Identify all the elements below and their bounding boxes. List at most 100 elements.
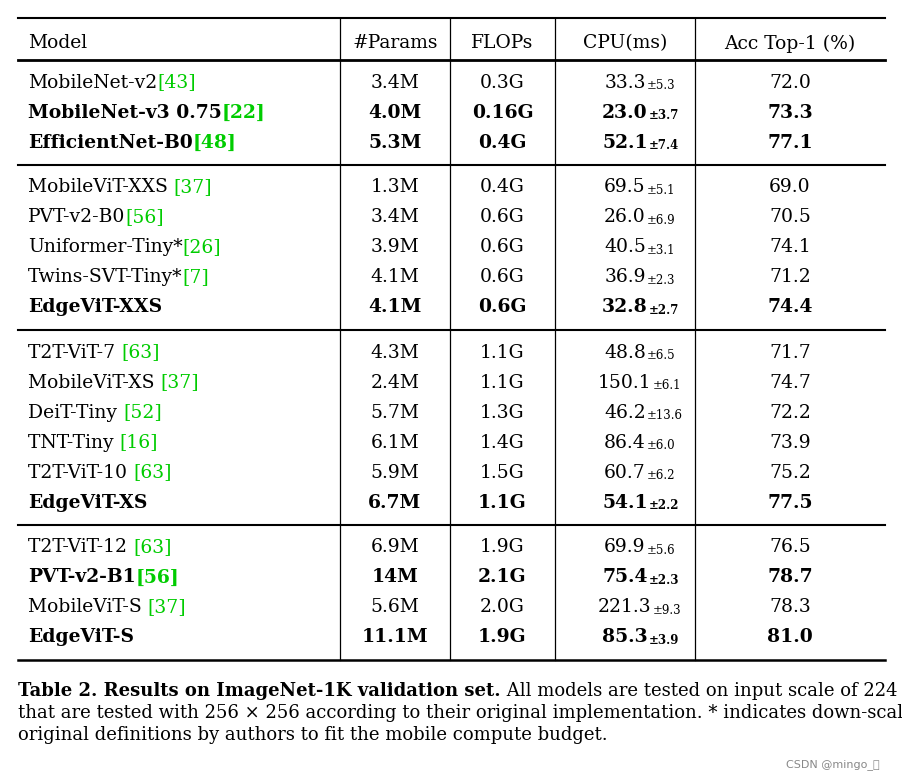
Text: 36.9: 36.9 (603, 268, 645, 286)
Text: 40.5: 40.5 (603, 239, 645, 256)
Text: ±5.1: ±5.1 (646, 184, 675, 197)
Text: EdgeViT-S: EdgeViT-S (28, 629, 133, 647)
Text: 2.4M: 2.4M (370, 374, 419, 392)
Text: 85.3: 85.3 (602, 629, 647, 647)
Text: MobileNet-v3 0.75: MobileNet-v3 0.75 (28, 103, 222, 121)
Text: 0.3G: 0.3G (480, 74, 524, 91)
Text: [56]: [56] (125, 209, 164, 227)
Text: 0.4G: 0.4G (480, 178, 524, 196)
Text: 54.1: 54.1 (602, 493, 647, 511)
Text: 1.3G: 1.3G (480, 404, 524, 421)
Text: ±2.7: ±2.7 (649, 304, 678, 317)
Text: 74.4: 74.4 (767, 299, 812, 317)
Text: 1.9G: 1.9G (480, 539, 524, 557)
Text: 72.2: 72.2 (769, 404, 810, 421)
Text: 76.5: 76.5 (769, 539, 810, 557)
Text: ±6.5: ±6.5 (646, 349, 675, 362)
Text: #Params: #Params (352, 34, 437, 52)
Text: 11.1M: 11.1M (362, 629, 428, 647)
Text: [63]: [63] (133, 539, 171, 557)
Text: [22]: [22] (222, 103, 265, 121)
Text: 71.7: 71.7 (769, 343, 810, 361)
Text: 78.3: 78.3 (769, 598, 810, 616)
Text: 0.16G: 0.16G (471, 103, 533, 121)
Text: ±7.4: ±7.4 (649, 139, 678, 152)
Text: 4.0M: 4.0M (368, 103, 421, 121)
Text: 86.4: 86.4 (603, 433, 645, 451)
Text: 69.0: 69.0 (769, 178, 810, 196)
Text: [7]: [7] (182, 268, 209, 286)
Text: MobileViT-XS: MobileViT-XS (28, 374, 161, 392)
Text: ±3.1: ±3.1 (646, 244, 675, 257)
Text: PVT-v2-B1: PVT-v2-B1 (28, 569, 135, 586)
Text: 72.0: 72.0 (769, 74, 810, 91)
Text: 69.9: 69.9 (603, 539, 645, 557)
Text: Table 2. Results on ImageNet-1K validation set.: Table 2. Results on ImageNet-1K validati… (18, 682, 500, 700)
Text: 1.1G: 1.1G (480, 374, 524, 392)
Text: EfficientNet-B0: EfficientNet-B0 (28, 134, 192, 152)
Text: ±6.0: ±6.0 (646, 439, 675, 452)
Text: 221.3: 221.3 (597, 598, 651, 616)
Text: ±6.1: ±6.1 (652, 379, 680, 392)
Text: FLOPs: FLOPs (471, 34, 533, 52)
Text: EdgeViT-XS: EdgeViT-XS (28, 493, 147, 511)
Text: 60.7: 60.7 (603, 464, 645, 482)
Text: PVT-v2-B0: PVT-v2-B0 (28, 209, 125, 227)
Text: All models are tested on input scale of 224 × 224, except for MobileViTs: All models are tested on input scale of … (500, 682, 902, 700)
Text: 81.0: 81.0 (767, 629, 812, 647)
Text: ±9.3: ±9.3 (652, 604, 681, 617)
Text: [48]: [48] (192, 134, 236, 152)
Text: 75.2: 75.2 (769, 464, 810, 482)
Text: [52]: [52] (123, 404, 161, 421)
Text: 4.3M: 4.3M (370, 343, 419, 361)
Text: ±3.9: ±3.9 (649, 634, 678, 647)
Text: 0.6G: 0.6G (478, 299, 526, 317)
Text: 5.3M: 5.3M (368, 134, 421, 152)
Text: ±6.9: ±6.9 (646, 214, 675, 227)
Text: [43]: [43] (157, 74, 196, 91)
Text: [37]: [37] (174, 178, 212, 196)
Text: 3.9M: 3.9M (370, 239, 419, 256)
Text: 77.1: 77.1 (767, 134, 812, 152)
Text: T2T-ViT-10: T2T-ViT-10 (28, 464, 133, 482)
Text: T2T-ViT-7: T2T-ViT-7 (28, 343, 121, 361)
Text: 3.4M: 3.4M (370, 74, 419, 91)
Text: original definitions by authors to fit the mobile compute budget.: original definitions by authors to fit t… (18, 726, 607, 744)
Text: 32.8: 32.8 (602, 299, 647, 317)
Text: 150.1: 150.1 (597, 374, 651, 392)
Text: ±2.3: ±2.3 (648, 574, 678, 587)
Text: MobileNet-v2: MobileNet-v2 (28, 74, 157, 91)
Text: 1.3M: 1.3M (370, 178, 419, 196)
Text: 6.1M: 6.1M (370, 433, 419, 451)
Text: 5.9M: 5.9M (370, 464, 419, 482)
Text: 1.4G: 1.4G (480, 433, 524, 451)
Text: 33.3: 33.3 (603, 74, 645, 91)
Text: 78.7: 78.7 (767, 569, 812, 586)
Text: 74.1: 74.1 (769, 239, 810, 256)
Text: 0.6G: 0.6G (480, 268, 524, 286)
Text: 73.9: 73.9 (769, 433, 810, 451)
Text: [37]: [37] (148, 598, 186, 616)
Text: 26.0: 26.0 (603, 209, 645, 227)
Text: 1.1G: 1.1G (480, 343, 524, 361)
Text: 0.4G: 0.4G (478, 134, 526, 152)
Text: 0.6G: 0.6G (480, 239, 524, 256)
Text: [63]: [63] (133, 464, 171, 482)
Text: 23.0: 23.0 (602, 103, 647, 121)
Text: 4.1M: 4.1M (370, 268, 419, 286)
Text: [26]: [26] (182, 239, 221, 256)
Text: 48.8: 48.8 (603, 343, 645, 361)
Text: 0.6G: 0.6G (480, 209, 524, 227)
Text: 70.5: 70.5 (769, 209, 810, 227)
Text: DeiT-Tiny: DeiT-Tiny (28, 404, 123, 421)
Text: Acc Top-1 (%): Acc Top-1 (%) (723, 34, 855, 52)
Text: 2.0G: 2.0G (480, 598, 524, 616)
Text: 5.6M: 5.6M (370, 598, 419, 616)
Text: Model: Model (28, 34, 87, 52)
Text: 14M: 14M (371, 569, 418, 586)
Text: [37]: [37] (161, 374, 199, 392)
Text: 1.9G: 1.9G (478, 629, 526, 647)
Text: T2T-ViT-12: T2T-ViT-12 (28, 539, 133, 557)
Text: ±6.2: ±6.2 (646, 469, 675, 482)
Text: ±5.3: ±5.3 (646, 79, 675, 92)
